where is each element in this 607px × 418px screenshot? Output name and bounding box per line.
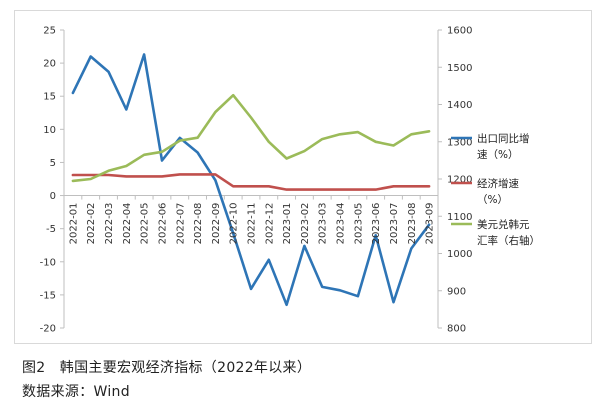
left-tick-label: 20 bbox=[43, 59, 56, 70]
x-tick-label: 2022-08 bbox=[193, 203, 204, 245]
right-tick-label: 1500 bbox=[447, 63, 472, 74]
right-tick-label: 1000 bbox=[447, 249, 472, 260]
left-tick-label: 10 bbox=[43, 125, 56, 136]
x-tick-label: 2023-06 bbox=[371, 203, 382, 245]
right-tick-label: 800 bbox=[447, 324, 466, 335]
left-tick-label: -20 bbox=[40, 324, 56, 335]
data-source-note: 数据来源：Wind bbox=[22, 384, 130, 400]
right-tick-label: 1200 bbox=[447, 175, 472, 186]
series-line-3 bbox=[71, 93, 431, 183]
series-layer bbox=[71, 53, 431, 307]
left-tick-label: 0 bbox=[50, 191, 56, 202]
left-tick-label: 25 bbox=[43, 26, 56, 37]
legend-label-2: （%） bbox=[477, 194, 508, 206]
x-tick-label: 2023-05 bbox=[353, 203, 364, 245]
legend-label-1: 出口同比增 bbox=[477, 132, 530, 145]
legend-label-2: 经济增速 bbox=[477, 177, 519, 190]
x-tick-label: 2022-06 bbox=[157, 203, 168, 245]
x-tick-label: 2022-12 bbox=[264, 203, 275, 245]
x-tick-label: 2023-02 bbox=[300, 203, 311, 245]
x-tick-label: 2023-08 bbox=[407, 203, 418, 245]
legend-label-1: 速（%） bbox=[477, 149, 518, 161]
x-tick-label: 2023-01 bbox=[282, 203, 293, 245]
series-line-1 bbox=[71, 53, 431, 307]
x-tick-label: 2022-01 bbox=[68, 203, 79, 245]
x-tick-label: 2023-04 bbox=[336, 203, 347, 245]
x-tick-label: 2023-09 bbox=[425, 203, 436, 245]
left-tick-label: -5 bbox=[46, 224, 56, 235]
x-tick-label: 2022-09 bbox=[211, 203, 222, 245]
x-tick-label: 2022-05 bbox=[140, 203, 151, 245]
right-tick-label: 1600 bbox=[447, 26, 472, 37]
axes-layer: 25 20 15 10 5 0 -5 -10 -15 -20 1600 1500 1400 1300 120… bbox=[40, 26, 473, 335]
x-tick-label: 2023-07 bbox=[389, 203, 400, 245]
right-tick-label: 1300 bbox=[447, 137, 472, 148]
left-tick-label: 15 bbox=[43, 92, 56, 103]
right-tick-label: 900 bbox=[447, 286, 466, 297]
legend-label-3: 美元兑韩元 bbox=[477, 218, 530, 231]
x-tick-labels: 2022-01 2022-02 2022-03 2022-04 2022-05 2022-… bbox=[68, 203, 435, 245]
x-tick-label: 2022-02 bbox=[86, 203, 97, 245]
right-tick-label: 1400 bbox=[447, 100, 472, 111]
left-tick-label: 5 bbox=[50, 158, 56, 169]
x-tick-label: 2022-04 bbox=[122, 203, 133, 245]
x-tick-label: 2022-03 bbox=[104, 203, 115, 245]
x-tick-label: 2022-10 bbox=[229, 203, 240, 245]
figure-caption: 图2 韩国主要宏观经济指标（2022年以来） bbox=[22, 360, 312, 376]
left-tick-label: -15 bbox=[40, 290, 56, 301]
x-tick-label: 2023-03 bbox=[318, 203, 329, 245]
left-tick-label: -10 bbox=[40, 257, 56, 268]
x-tick-label: 2022-11 bbox=[247, 203, 258, 245]
x-tick-label: 2022-07 bbox=[175, 203, 186, 245]
legend-label-3: 汇率（右轴） bbox=[477, 234, 540, 247]
series-line-2 bbox=[71, 173, 431, 191]
right-tick-label: 1100 bbox=[447, 212, 472, 223]
chart-frame bbox=[14, 10, 592, 344]
